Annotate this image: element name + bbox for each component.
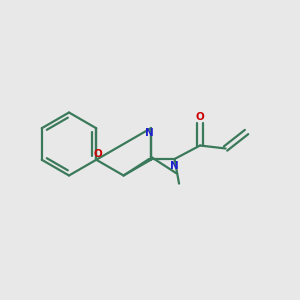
Text: O: O bbox=[93, 149, 102, 159]
Text: N: N bbox=[145, 128, 154, 138]
Text: N: N bbox=[170, 160, 179, 171]
Text: O: O bbox=[196, 112, 204, 122]
